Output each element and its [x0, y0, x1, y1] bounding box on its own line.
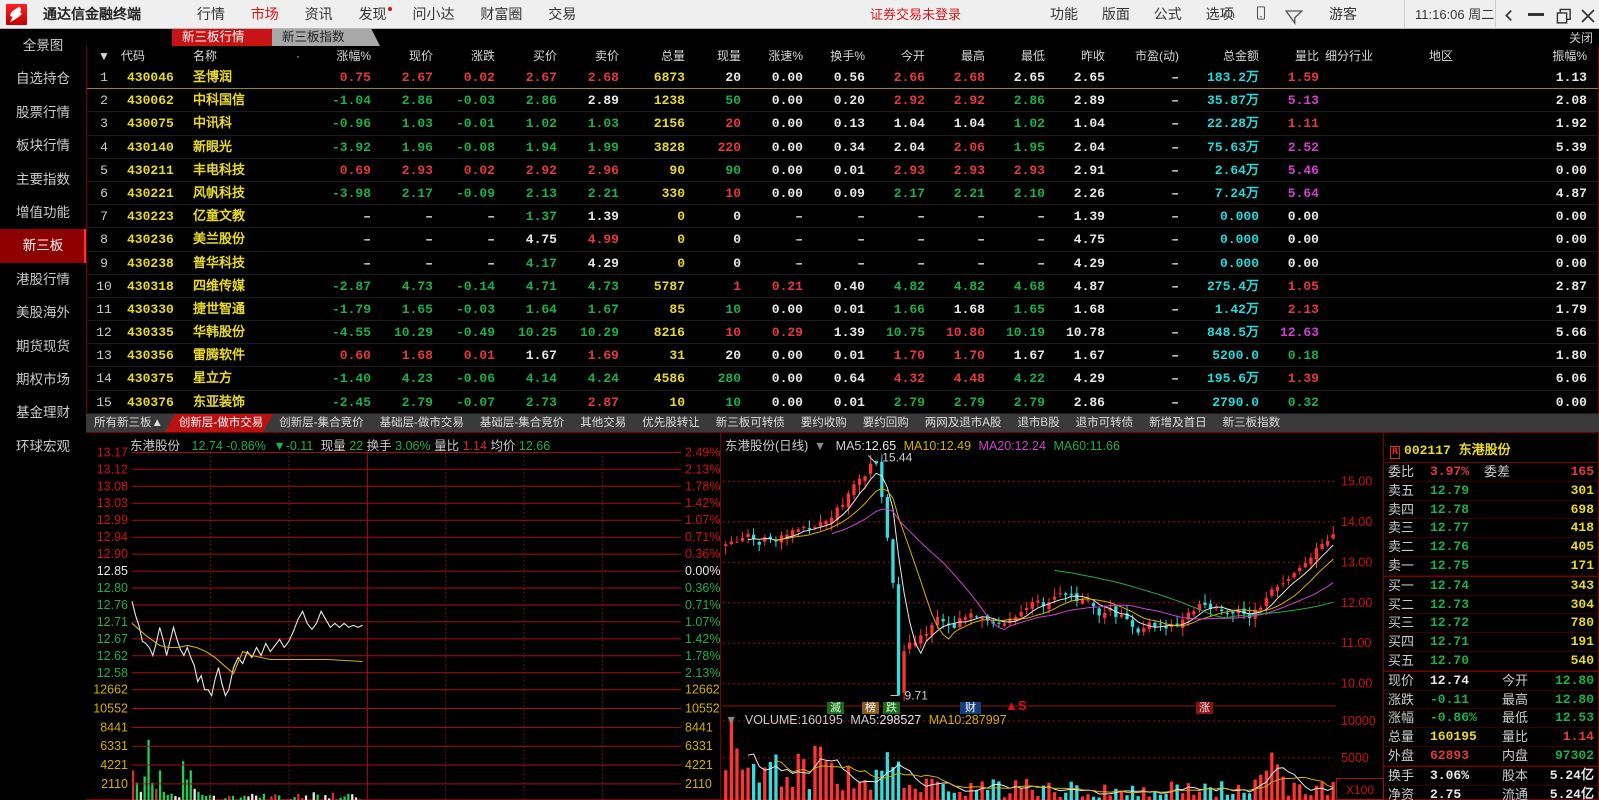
svg-text:1.07%: 1.07% [685, 513, 720, 527]
svg-text:13.08: 13.08 [97, 479, 128, 493]
svg-text:1.07%: 1.07% [685, 615, 720, 629]
svg-text:4221: 4221 [100, 758, 128, 772]
svg-text:5000: 5000 [1341, 751, 1369, 765]
svg-text:2.49%: 2.49% [685, 445, 720, 459]
svg-text:1.42%: 1.42% [685, 496, 720, 510]
svg-text:13.03: 13.03 [97, 496, 128, 510]
svg-text:1.78%: 1.78% [685, 479, 720, 493]
svg-text:2.13%: 2.13% [685, 666, 720, 680]
svg-text:0.71%: 0.71% [685, 598, 720, 612]
svg-text:10552: 10552 [685, 702, 720, 716]
svg-text:11.00: 11.00 [1341, 636, 1371, 650]
svg-text:10552: 10552 [93, 702, 128, 716]
svg-text:6331: 6331 [685, 739, 713, 753]
svg-text:12.85: 12.85 [97, 564, 128, 578]
svg-text:13.00: 13.00 [1341, 555, 1372, 569]
svg-text:14.00: 14.00 [1341, 515, 1372, 529]
svg-text:13.12: 13.12 [97, 462, 128, 476]
svg-text:2110: 2110 [685, 777, 712, 791]
svg-text:12.99: 12.99 [97, 513, 128, 527]
svg-text:12.58: 12.58 [97, 666, 128, 680]
svg-text:12.67: 12.67 [97, 632, 128, 646]
svg-text:10.00: 10.00 [1341, 677, 1372, 691]
svg-text:12.00: 12.00 [1341, 596, 1372, 610]
svg-text:13.17: 13.17 [97, 445, 128, 459]
svg-text:1.42%: 1.42% [685, 632, 720, 646]
svg-text:12.71: 12.71 [97, 615, 128, 629]
svg-text:0.36%: 0.36% [685, 547, 720, 561]
svg-text:8441: 8441 [685, 720, 713, 734]
svg-text:15.00: 15.00 [1341, 474, 1372, 488]
svg-text:0.00%: 0.00% [685, 564, 720, 578]
svg-text:2110: 2110 [101, 777, 128, 791]
svg-text:8441: 8441 [100, 720, 128, 734]
svg-text:10000: 10000 [1341, 714, 1376, 728]
svg-text:12.62: 12.62 [97, 649, 128, 663]
svg-text:12.94: 12.94 [97, 530, 128, 544]
svg-text:2.13%: 2.13% [685, 462, 720, 476]
svg-text:12.90: 12.90 [97, 547, 128, 561]
svg-text:12662: 12662 [93, 683, 128, 697]
svg-text:4221: 4221 [685, 758, 713, 772]
svg-text:12.80: 12.80 [97, 581, 128, 595]
svg-text:12.76: 12.76 [97, 598, 128, 612]
svg-text:6331: 6331 [100, 739, 128, 753]
svg-text:0.71%: 0.71% [685, 530, 720, 544]
svg-text:1.78%: 1.78% [685, 649, 720, 663]
svg-text:12662: 12662 [685, 683, 720, 697]
svg-text:0.36%: 0.36% [685, 581, 720, 595]
svg-text:9.71: 9.71 [905, 689, 929, 703]
